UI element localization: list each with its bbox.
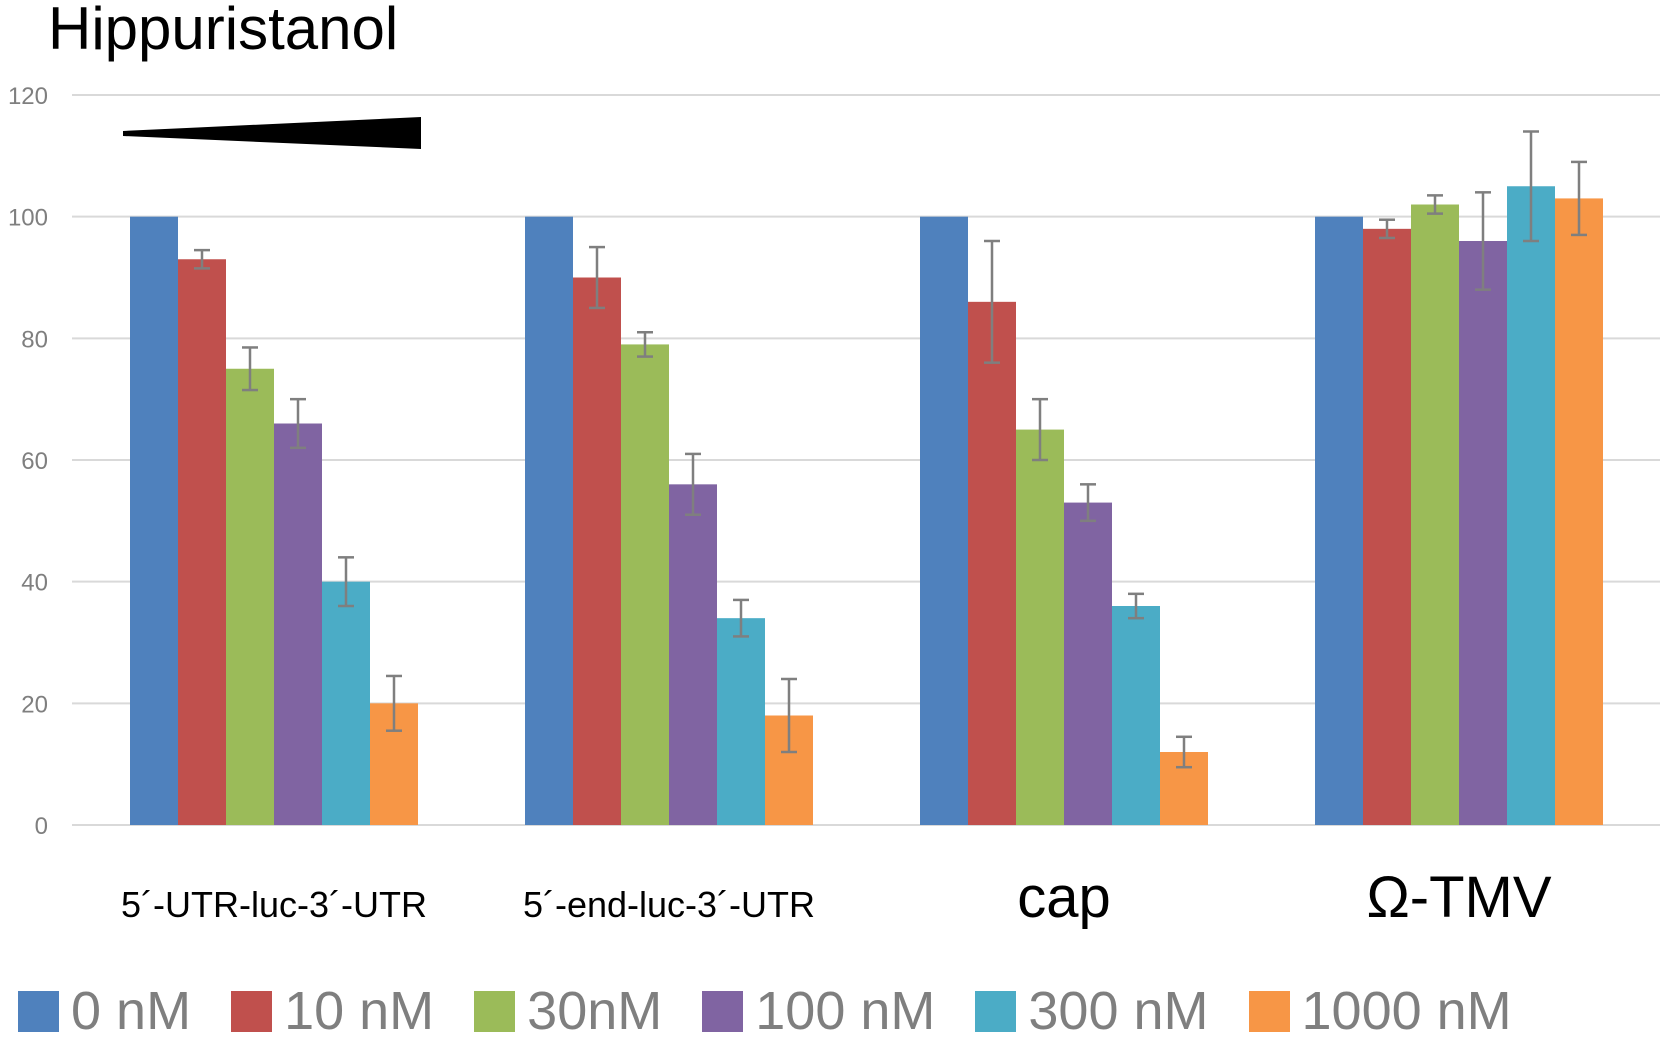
y-tick-label: 120 — [8, 83, 48, 110]
x-category-label: 5´-end-luc-3´-UTR — [523, 884, 815, 925]
legend-item: 300 nM — [975, 980, 1209, 1042]
legend-label: 10 nM — [284, 981, 435, 1041]
bar — [322, 581, 370, 825]
concentration-wedge — [123, 117, 421, 149]
legend-label: 100 nM — [755, 981, 936, 1041]
y-tick-label: 60 — [21, 448, 48, 475]
x-category-label: Ω-TMV — [1366, 865, 1551, 930]
x-category-label: cap — [1017, 865, 1111, 930]
bar — [1363, 228, 1411, 826]
x-category-label: 5´-UTR-luc-3´-UTR — [121, 884, 427, 925]
y-tick-label: 20 — [21, 691, 48, 718]
chart-legend: 0 nM 10 nM 30nM 100 nM 300 nM 1000 nM — [18, 981, 1512, 1041]
y-tick-label: 40 — [21, 570, 48, 597]
bar — [178, 259, 226, 825]
legend-item: 100 nM — [702, 980, 935, 1042]
chart-title: Hippuristanol — [48, 0, 399, 62]
legend-label: 1000 nM — [1301, 981, 1512, 1041]
legend-swatch — [18, 990, 59, 1032]
bar — [621, 344, 669, 825]
bar — [920, 216, 968, 825]
bar — [130, 216, 178, 825]
bar-chart: 0 20 40 60 80 100 120 5´-UTR-luc-3´-UTR 5´-end-l… — [8, 83, 1660, 930]
legend-swatch — [231, 990, 273, 1032]
bar — [669, 484, 717, 825]
legend-item: 30nM — [474, 980, 662, 1042]
bar — [226, 368, 274, 825]
legend-swatch — [1248, 990, 1290, 1032]
bar — [1064, 502, 1112, 825]
bar — [1016, 429, 1064, 825]
bar — [274, 423, 322, 825]
bar — [1507, 186, 1555, 825]
bar — [525, 216, 573, 825]
legend-label: 0 nM — [71, 981, 192, 1041]
legend-item: 1000 nM — [1248, 980, 1512, 1042]
bar — [1315, 216, 1363, 825]
legend-swatch — [474, 990, 516, 1032]
legend-item: 10 nM — [231, 980, 434, 1042]
bar — [1112, 606, 1160, 825]
bar — [573, 277, 621, 825]
bar — [1459, 241, 1507, 825]
legend-label: 300 nM — [1028, 981, 1209, 1041]
legend-swatch — [702, 990, 744, 1032]
y-tick-label: 0 — [35, 813, 48, 840]
legend-label: 30nM — [527, 981, 663, 1041]
bar — [1411, 204, 1459, 825]
legend-swatch — [975, 990, 1017, 1032]
y-tick-label: 100 — [8, 205, 48, 232]
bar — [968, 301, 1016, 825]
bar — [717, 618, 765, 825]
legend-item: 0 nM — [18, 980, 191, 1042]
bar — [1555, 198, 1603, 825]
y-tick-label: 80 — [21, 326, 48, 353]
